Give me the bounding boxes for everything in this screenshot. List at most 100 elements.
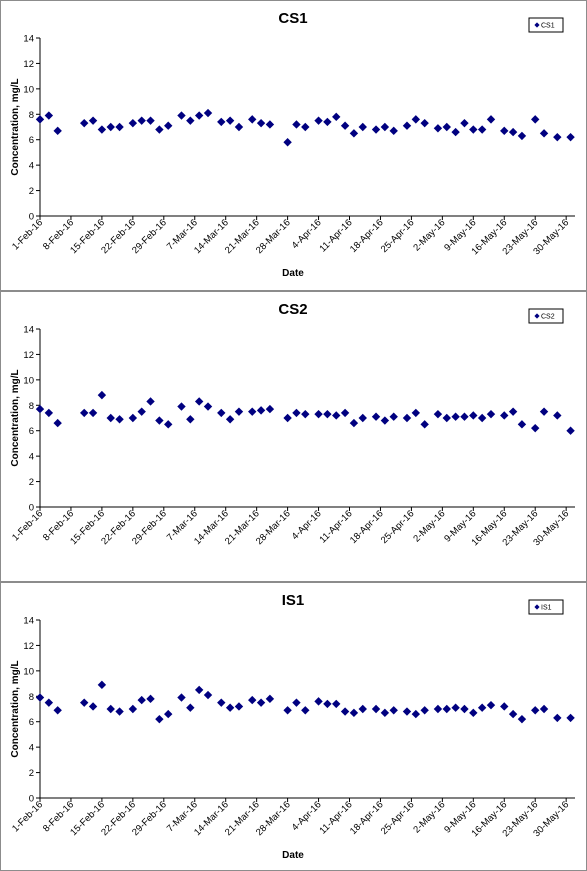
data-point [301,122,310,132]
data-point [486,115,496,124]
data-point [477,703,487,712]
data-point [349,708,359,718]
data-point [460,412,469,421]
data-point [508,407,518,416]
data-point [80,408,89,418]
data-point [155,714,164,724]
y-tick-label: 8 [29,692,34,703]
data-point [203,402,213,411]
data-point [553,713,562,723]
data-point [566,426,575,435]
x-tick-label: 25-Apr-16 [379,217,417,255]
data-point [323,117,332,127]
data-point [44,698,54,707]
data-point [256,698,266,707]
data-point [433,124,443,133]
data-point [323,699,332,709]
data-point [53,126,62,136]
data-point [340,121,350,130]
data-point [477,125,487,134]
data-point [217,408,226,418]
x-axis-label: Date [282,268,304,279]
data-point [539,704,549,714]
data-point [234,122,244,132]
data-point [358,413,367,423]
data-point [517,420,527,429]
y-tick-label: 2 [29,186,34,197]
data-point [539,129,549,138]
data-point [442,413,451,423]
x-tick-label: 25-Apr-16 [379,508,417,546]
data-point [500,411,509,420]
data-point [500,702,509,711]
data-point [44,408,54,418]
data-point [411,709,421,719]
data-point [283,706,292,715]
data-point [155,125,164,134]
data-point [194,111,204,120]
data-point [203,690,213,700]
y-tick-label: 6 [29,135,34,146]
legend-box [528,308,564,324]
data-point [194,397,204,406]
legend-label: CS1 [541,23,555,30]
series-cs1 [35,108,575,147]
data-point [234,407,244,416]
chart-cs1: CS1024681012141-Feb-168-Feb-1615-Feb-162… [10,10,575,279]
series-cs2 [35,390,575,435]
data-point [380,708,390,718]
data-point [292,120,301,129]
data-point [332,699,341,709]
data-point [137,407,146,416]
data-point [371,704,381,714]
data-point [128,413,138,423]
data-point [380,122,390,132]
y-tick-label: 0 [29,503,34,514]
data-point [234,702,244,711]
y-tick-label: 10 [23,375,34,386]
data-point [433,409,443,419]
x-tick-label: 2-May-16 [411,217,447,253]
data-point [265,120,275,129]
data-point [44,111,54,120]
data-point [371,125,381,134]
chart-panel-cs1: CS1 0 2 4 6 8 10 12 14 1-Feb-16 8-Feb-16 15-Feb-16 2… [0,0,587,291]
data-point [486,700,496,710]
data-point [402,707,412,716]
data-point [265,404,275,414]
data-point [566,713,575,723]
data-point [451,703,460,712]
data-point [340,707,350,716]
data-point [469,708,478,718]
data-point [358,122,367,132]
data-point [451,412,460,421]
data-point [508,127,518,137]
data-point [80,698,89,707]
data-point [177,111,186,120]
data-point [35,404,45,414]
data-point [128,118,138,128]
chart-is1: IS1024681012141-Feb-168-Feb-1615-Feb-162… [10,592,575,861]
y-tick-label: 0 [29,794,34,805]
legend: IS1 [528,599,564,615]
data-point [225,703,235,712]
chart-panel-cs2: CS2 0 2 4 6 8 10 12 14 1-Feb-16 8-Feb-16 15-Feb-16 2… [0,291,587,582]
data-point [186,703,195,712]
data-point [194,685,204,695]
x-tick-label: 1-Feb-16 [10,508,45,543]
y-tick-label: 2 [29,768,34,779]
legend-label: CS2 [541,314,555,321]
y-tick-label: 2 [29,477,34,488]
data-point [411,115,421,124]
y-axis-label: Concentration, mg/L [10,660,21,757]
data-point [283,413,292,423]
data-point [164,709,173,719]
y-axis-label: Concentration, mg/L [10,369,21,466]
data-point [53,418,62,428]
data-point [115,122,124,132]
y-tick-label: 14 [23,616,34,627]
data-point [177,402,186,411]
data-point [88,408,98,418]
chart-title: CS2 [278,301,307,318]
